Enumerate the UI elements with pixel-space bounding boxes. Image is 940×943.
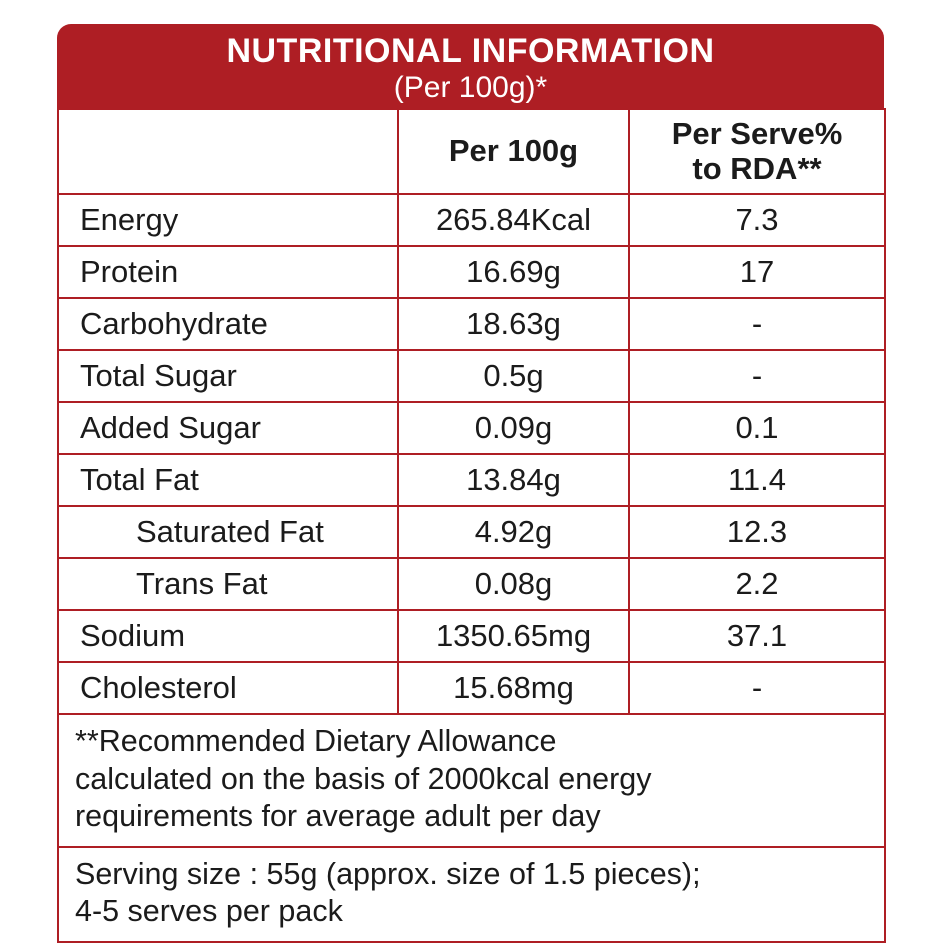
row-per-serve-value: 17 xyxy=(628,245,886,299)
nutrition-label: NUTRITIONAL INFORMATION (Per 100g)* Per … xyxy=(57,24,886,943)
row-per-100g-value: 13.84g xyxy=(397,453,630,507)
column-header-per-serve-rda: Per Serve% to RDA** xyxy=(628,108,886,195)
row-label: Cholesterol xyxy=(57,661,399,715)
row-per-serve-value: - xyxy=(628,297,886,351)
row-label: Energy xyxy=(57,193,399,247)
row-label: Trans Fat xyxy=(57,557,399,611)
table-row-energy: Energy 265.84Kcal 7.3 xyxy=(57,193,886,247)
rda-footnote-row: **Recommended Dietary Allowance calculat… xyxy=(57,713,886,848)
row-per-serve-value: 37.1 xyxy=(628,609,886,663)
rda-footnote: **Recommended Dietary Allowance calculat… xyxy=(57,713,886,848)
column-header-per-100g: Per 100g xyxy=(397,108,630,195)
row-per-100g-value: 0.08g xyxy=(397,557,630,611)
row-per-serve-value: 7.3 xyxy=(628,193,886,247)
table-header-row: Per 100g Per Serve% to RDA** xyxy=(57,108,886,195)
column-header-nutrient xyxy=(57,108,399,195)
row-label: Saturated Fat xyxy=(57,505,399,559)
row-label: Protein xyxy=(57,245,399,299)
per-serve-line2: to RDA** xyxy=(692,150,822,186)
row-label: Total Sugar xyxy=(57,349,399,403)
row-label: Total Fat xyxy=(57,453,399,507)
row-per-100g-value: 15.68mg xyxy=(397,661,630,715)
row-per-100g-value: 0.5g xyxy=(397,349,630,403)
table-row-sodium: Sodium 1350.65mg 37.1 xyxy=(57,609,886,663)
row-per-serve-value: 2.2 xyxy=(628,557,886,611)
table-row-protein: Protein 16.69g 17 xyxy=(57,245,886,299)
serving-size-line2: 4-5 serves per pack xyxy=(75,894,343,928)
label-subtitle: (Per 100g)* xyxy=(393,71,548,105)
table-row-added-sugar: Added Sugar 0.09g 0.1 xyxy=(57,401,886,455)
row-per-serve-value: - xyxy=(628,661,886,715)
row-per-serve-value: - xyxy=(628,349,886,403)
row-label: Sodium xyxy=(57,609,399,663)
row-label: Added Sugar xyxy=(57,401,399,455)
row-per-100g-value: 16.69g xyxy=(397,245,630,299)
label-title: NUTRITIONAL INFORMATION xyxy=(226,32,715,70)
nutrition-table: Per 100g Per Serve% to RDA** Energy 265.… xyxy=(57,108,886,943)
row-per-100g-value: 4.92g xyxy=(397,505,630,559)
table-row-cholesterol: Cholesterol 15.68mg - xyxy=(57,661,886,715)
row-per-100g-value: 0.09g xyxy=(397,401,630,455)
row-label: Carbohydrate xyxy=(57,297,399,351)
per-serve-line1: Per Serve% xyxy=(671,115,843,151)
row-per-100g-value: 1350.65mg xyxy=(397,609,630,663)
serving-size-row: Serving size : 55g (approx. size of 1.5 … xyxy=(57,845,886,943)
table-row-trans-fat: Trans Fat 0.08g 2.2 xyxy=(57,557,886,611)
rda-footnote-line3: requirements for average adult per day xyxy=(75,799,601,833)
row-per-serve-value: 0.1 xyxy=(628,401,886,455)
table-row-total-sugar: Total Sugar 0.5g - xyxy=(57,349,886,403)
serving-size-line1: Serving size : 55g (approx. size of 1.5 … xyxy=(75,856,701,891)
row-per-serve-value: 11.4 xyxy=(628,453,886,507)
rda-footnote-line2: calculated on the basis of 2000kcal ener… xyxy=(75,761,652,796)
table-row-saturated-fat: Saturated Fat 4.92g 12.3 xyxy=(57,505,886,559)
serving-size-note: Serving size : 55g (approx. size of 1.5 … xyxy=(57,845,886,943)
rda-footnote-line1: **Recommended Dietary Allowance xyxy=(75,724,557,758)
row-per-100g-value: 265.84Kcal xyxy=(397,193,630,247)
table-row-carbohydrate: Carbohydrate 18.63g - xyxy=(57,297,886,351)
row-per-serve-value: 12.3 xyxy=(628,505,886,559)
row-per-100g-value: 18.63g xyxy=(397,297,630,351)
table-row-total-fat: Total Fat 13.84g 11.4 xyxy=(57,453,886,507)
title-band: NUTRITIONAL INFORMATION (Per 100g)* xyxy=(57,24,884,108)
